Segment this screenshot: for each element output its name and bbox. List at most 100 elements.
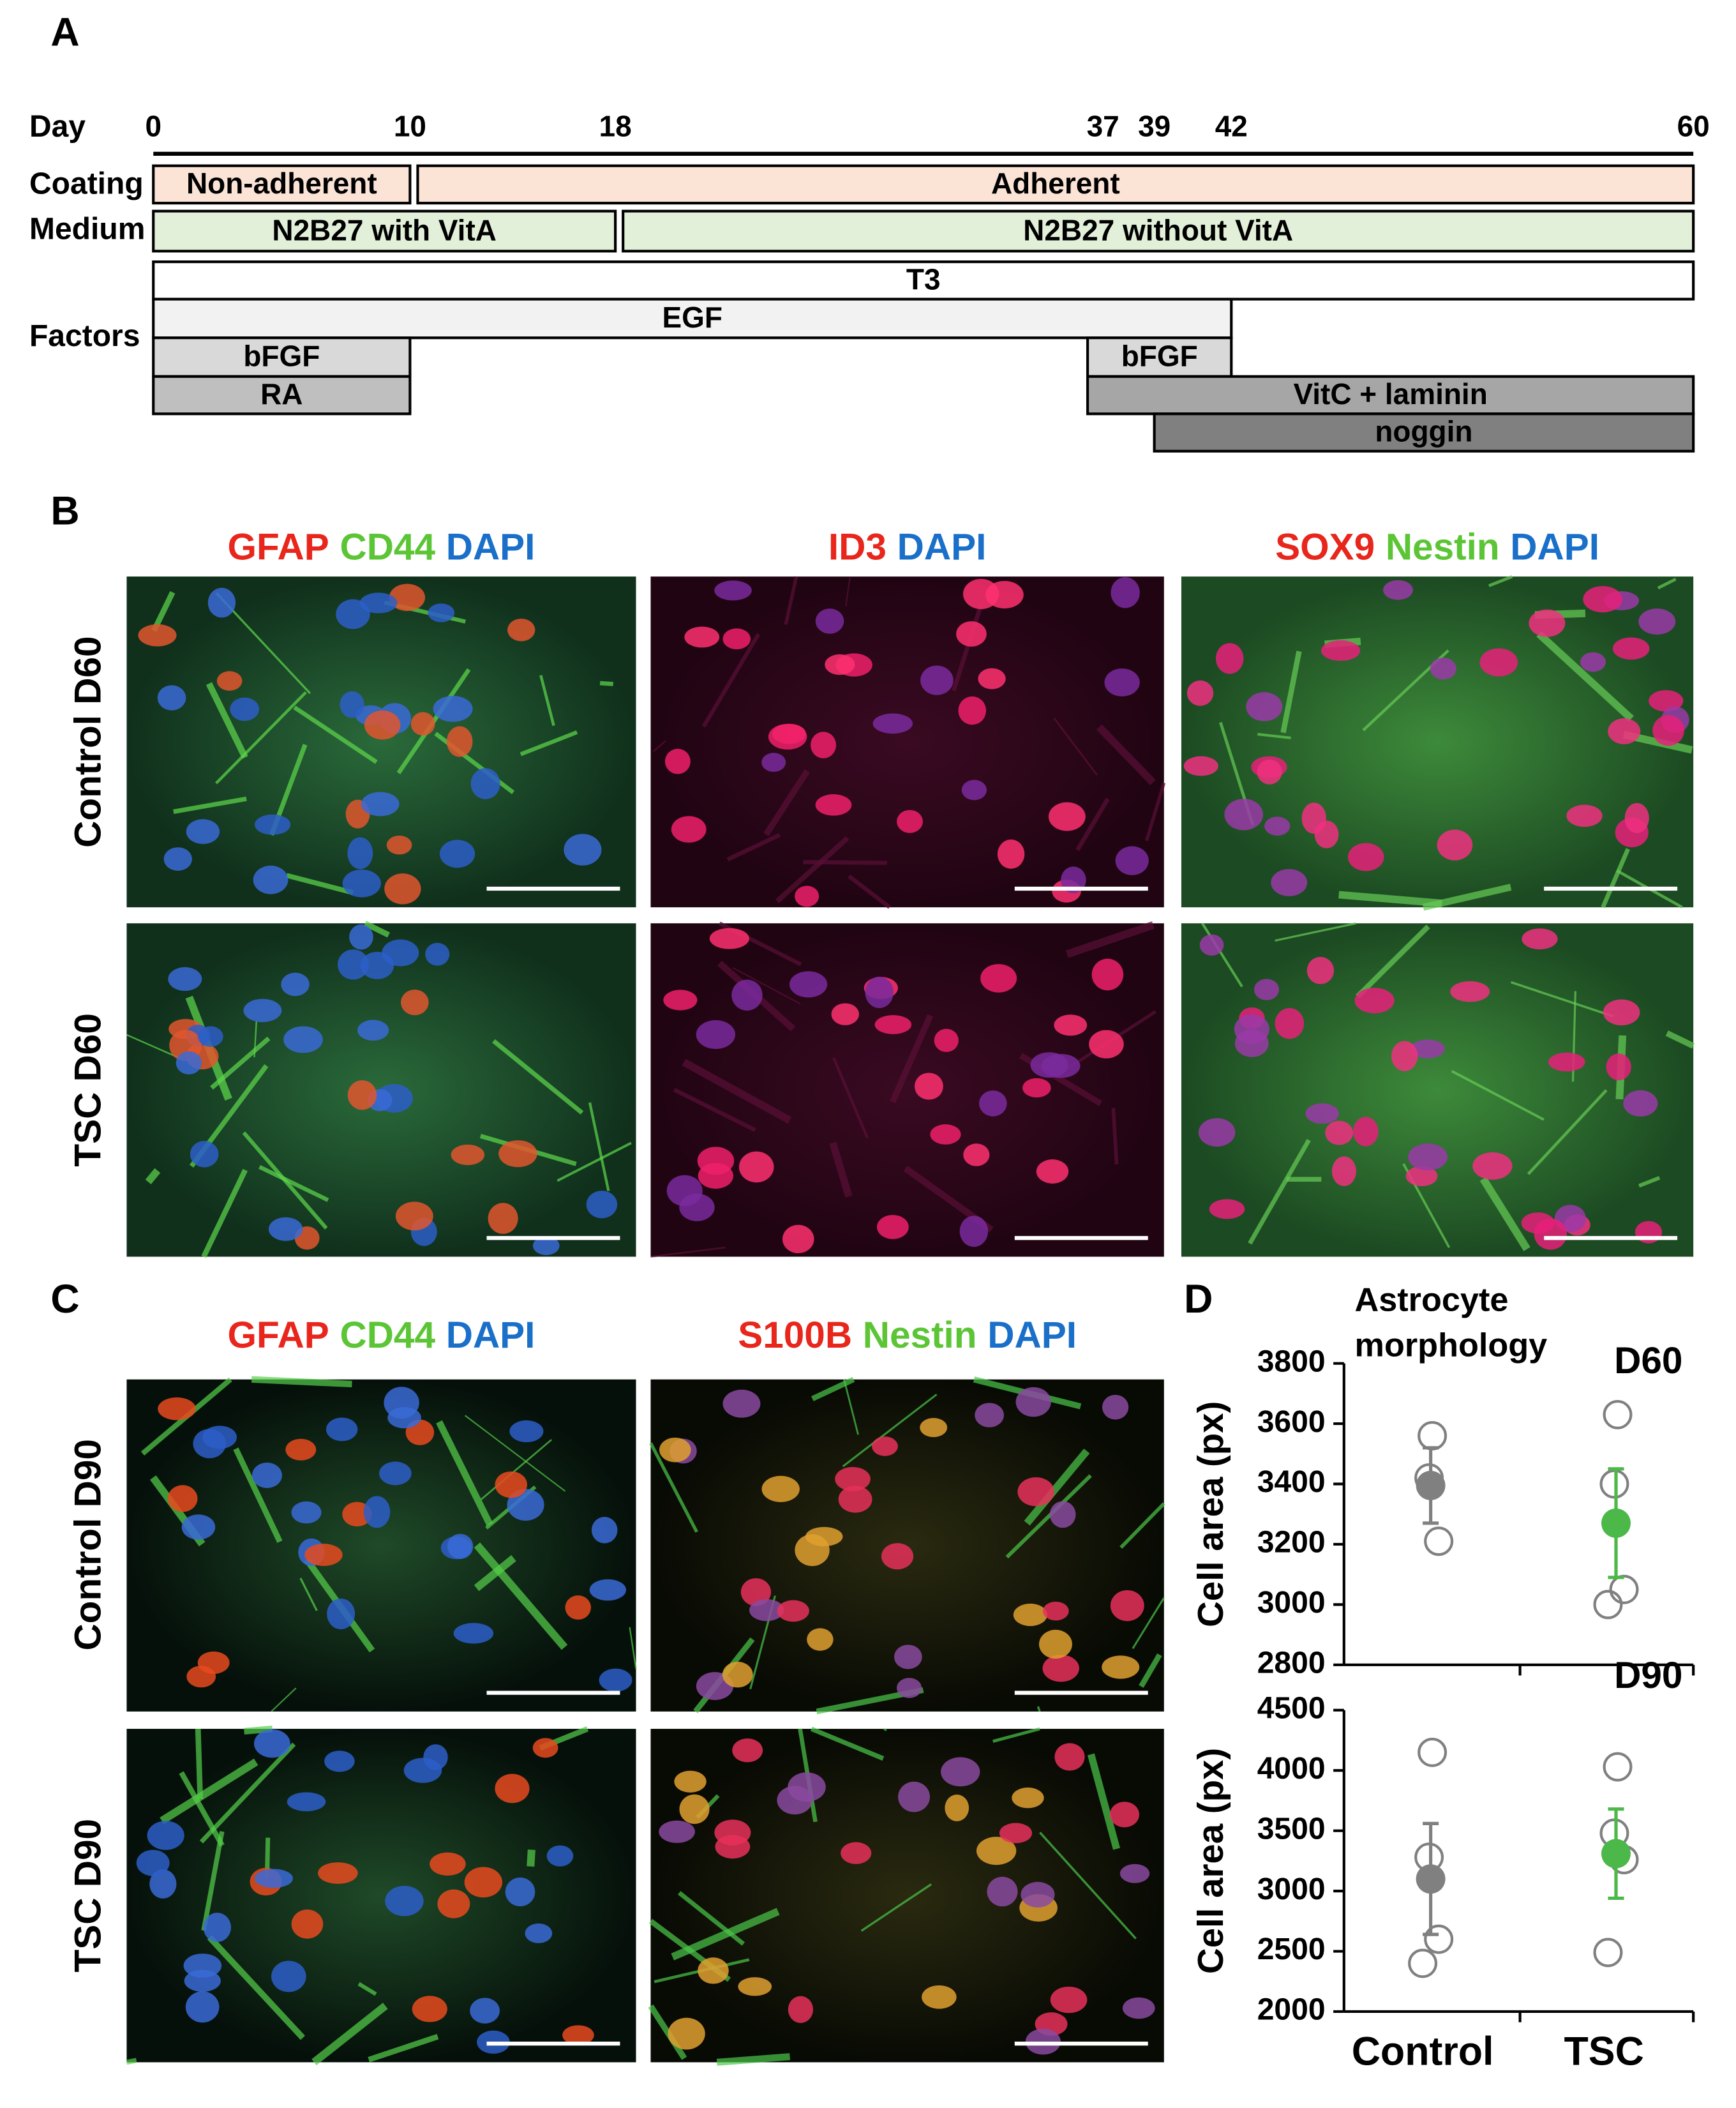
- nucleus: [963, 1143, 990, 1166]
- data-point: [1408, 1948, 1438, 1978]
- nucleus: [1091, 958, 1124, 991]
- cell-process: [1536, 631, 1634, 722]
- x-tick-label: TSC: [1564, 2029, 1644, 2074]
- cell-process: [1053, 718, 1098, 776]
- cell-process: [481, 1439, 552, 1500]
- column-header: GFAP CD44 DAPI: [228, 1314, 535, 1356]
- cell-process: [682, 1058, 792, 1124]
- y-tick-label: 2500: [1257, 1932, 1326, 1966]
- cell-process: [1280, 651, 1302, 734]
- nucleus: [281, 972, 310, 997]
- bar-label: EGF: [662, 301, 722, 334]
- nucleus: [945, 1795, 969, 1821]
- nucleus: [1405, 1166, 1438, 1187]
- nucleus: [684, 626, 720, 648]
- nucleus: [439, 839, 475, 868]
- nucleus: [586, 1191, 618, 1219]
- nucleus: [149, 1869, 177, 1899]
- cell-process: [199, 1742, 296, 1844]
- nucleus: [961, 779, 987, 801]
- cell-process: [145, 1168, 161, 1185]
- nucleus: [562, 2025, 594, 2045]
- cell-process: [775, 836, 849, 903]
- nucleus: [565, 1595, 592, 1620]
- nucleus: [186, 819, 220, 845]
- nucleus: [1049, 1501, 1076, 1528]
- nucleus: [324, 1750, 355, 1772]
- nucleus: [789, 971, 828, 998]
- nucleus: [959, 1216, 989, 1247]
- cell-process: [244, 1725, 273, 1735]
- stain-name: DAPI: [897, 527, 987, 568]
- nucleus: [318, 1862, 358, 1884]
- cell-process: [1527, 1089, 1608, 1175]
- cell-process: [1039, 1832, 1137, 1939]
- nucleus: [1012, 1787, 1044, 1809]
- nucleus: [671, 816, 707, 843]
- y-tick-label: 4000: [1257, 1752, 1326, 1786]
- nucleus: [203, 1913, 232, 1942]
- timeline-bar: [416, 164, 1695, 205]
- stain-name: CD44: [340, 527, 435, 568]
- cell-process: [832, 1057, 869, 1138]
- cell-process: [520, 730, 578, 757]
- nucleus: [768, 723, 807, 750]
- nucleus: [749, 1599, 784, 1622]
- nucleus: [722, 1661, 753, 1688]
- nucleus: [894, 1645, 922, 1669]
- cell-process: [251, 1376, 352, 1388]
- nucleus: [738, 1151, 774, 1183]
- nucleus: [679, 1193, 715, 1221]
- nucleus: [668, 2017, 705, 2050]
- nucleus: [291, 1909, 324, 1939]
- nucleus: [920, 1418, 948, 1438]
- cell-process: [848, 874, 891, 909]
- stain-name: SOX9: [1275, 527, 1375, 568]
- nucleus: [268, 1217, 303, 1241]
- nucleus: [349, 924, 373, 950]
- stain-name: GFAP: [228, 1314, 329, 1356]
- nucleus: [546, 1845, 574, 1867]
- row-label: Medium: [29, 213, 145, 246]
- nucleus: [400, 990, 429, 1016]
- nucleus: [167, 1485, 198, 1512]
- nucleus: [876, 1215, 909, 1239]
- nucleus: [564, 834, 602, 866]
- nucleus: [384, 873, 421, 905]
- nucleus: [788, 1996, 814, 2023]
- cell-process: [160, 1758, 258, 1825]
- nucleus: [958, 696, 987, 725]
- nucleus: [1606, 1053, 1631, 1081]
- data-point: [1609, 1574, 1639, 1604]
- cell-process: [588, 1102, 610, 1191]
- cell-process: [653, 740, 666, 752]
- nucleus: [190, 1141, 219, 1168]
- data-point: [1424, 1526, 1454, 1556]
- nucleus: [1111, 576, 1140, 608]
- cell-process: [992, 1727, 1040, 1743]
- nucleus: [1450, 981, 1490, 1002]
- nucleus: [898, 1781, 931, 1812]
- nucleus: [255, 814, 291, 835]
- cell-process: [1005, 1474, 1092, 1559]
- nucleus: [181, 1514, 216, 1540]
- nucleus: [1246, 692, 1283, 721]
- cell-process: [671, 1908, 780, 1961]
- y-tick-label: 3000: [1257, 1586, 1326, 1620]
- cell-process: [1119, 1502, 1165, 1549]
- nucleus: [740, 1578, 772, 1606]
- nucleus: [1048, 802, 1086, 831]
- column-header: SOX9 Nestin DAPI: [1275, 527, 1599, 568]
- cell-process: [1075, 797, 1110, 852]
- cell-process: [842, 1394, 938, 1468]
- y-tick-label: 3500: [1257, 1812, 1326, 1846]
- cell-process: [214, 691, 307, 785]
- nucleus: [216, 671, 243, 691]
- nucleus: [1529, 609, 1566, 637]
- nucleus: [1383, 580, 1413, 600]
- cell-process: [650, 1246, 726, 1258]
- nucleus: [1275, 1007, 1305, 1039]
- cell-process: [701, 633, 761, 728]
- nucleus: [1649, 690, 1684, 712]
- nucleus: [731, 979, 763, 1011]
